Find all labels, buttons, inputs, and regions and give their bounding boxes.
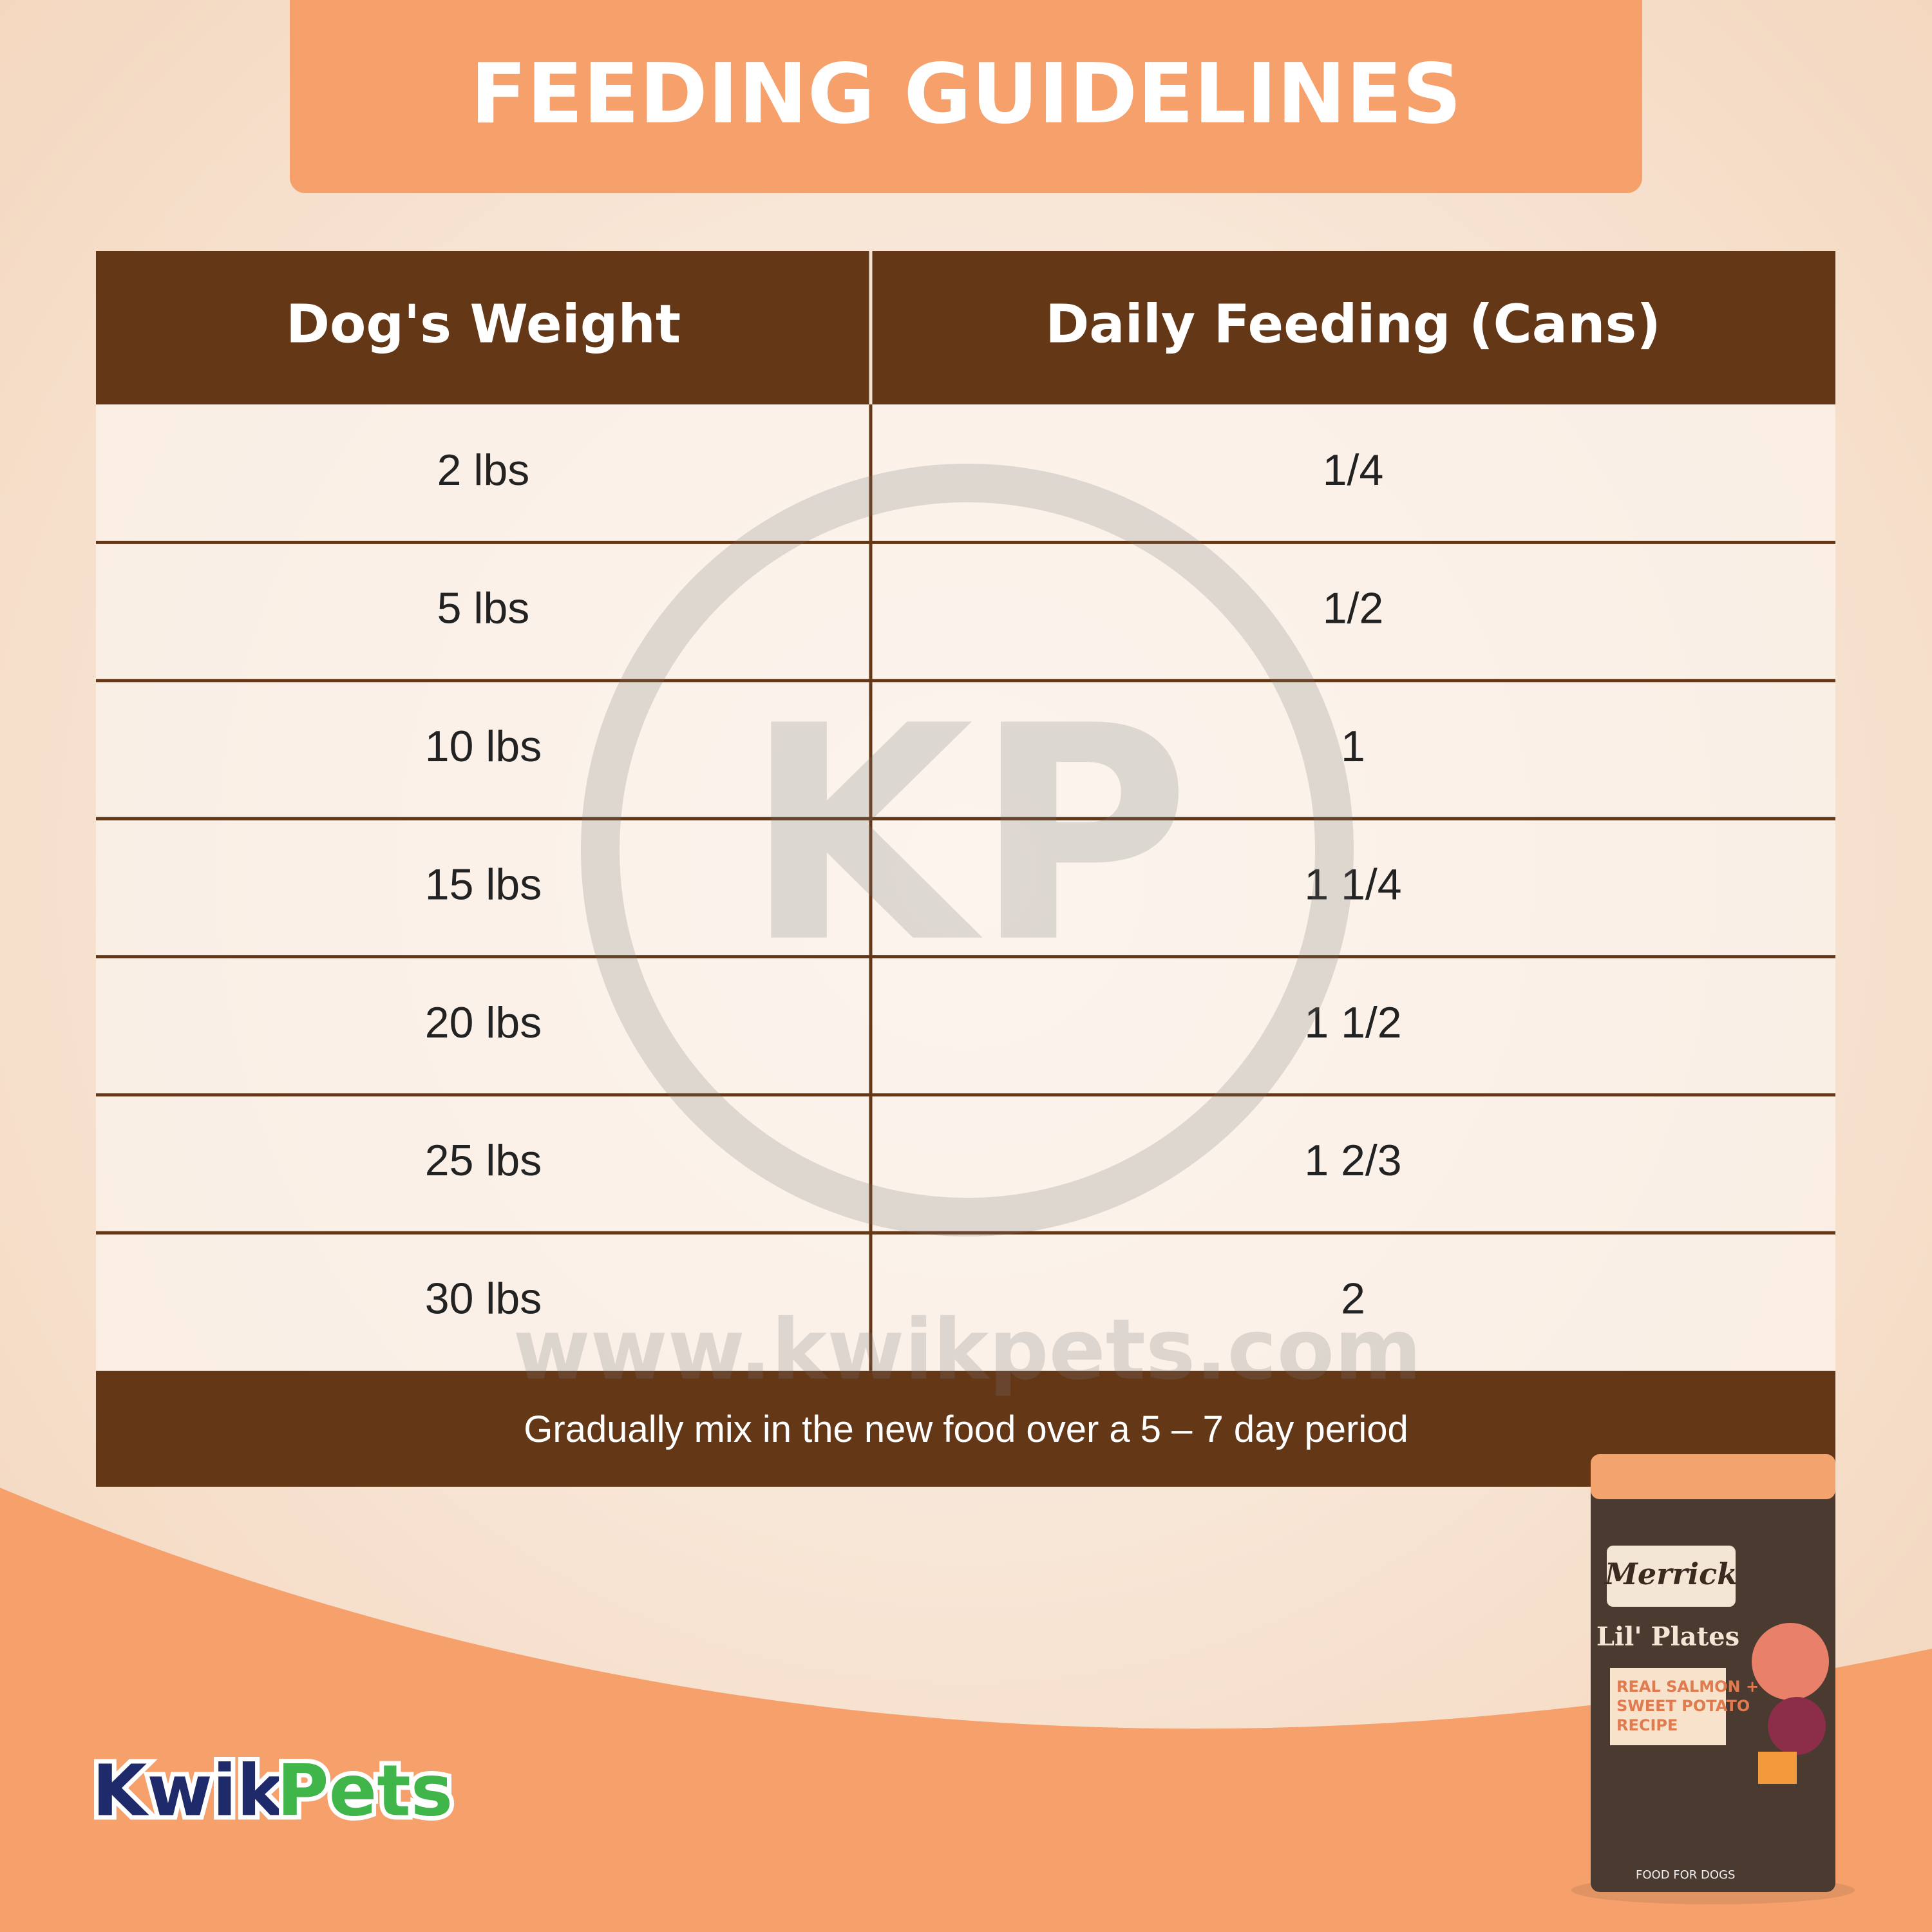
cell: 1/4	[1323, 446, 1384, 495]
cell: 20 lbs	[425, 998, 542, 1047]
bag-salmon	[1752, 1623, 1829, 1700]
bag-top	[1591, 1454, 1835, 1499]
column-header: Dog's Weight	[286, 294, 681, 355]
column-header: Daily Feeding (Cans)	[1045, 294, 1661, 355]
bag-recipe: REAL SALMON +	[1616, 1678, 1759, 1696]
table-footer	[96, 1370, 1835, 1487]
table-note: Gradually mix in the new food over a 5 –…	[524, 1408, 1408, 1450]
watermark-monogram: KP	[744, 663, 1191, 1008]
logo: Kwik Pets	[88, 1745, 457, 1836]
bag-potato	[1768, 1697, 1826, 1755]
cell: 15 lbs	[425, 860, 542, 909]
cell: 1 2/3	[1304, 1136, 1401, 1185]
wave	[0, 1488, 1932, 1932]
product-bag: Merrick Lil' Plates REAL SALMON + SWEET …	[1571, 1454, 1855, 1904]
table-header	[96, 251, 1835, 404]
logo-kwik: Kwik	[92, 1749, 286, 1832]
title-banner	[290, 0, 1642, 193]
bag-brand: Merrick	[1604, 1557, 1738, 1591]
cell: 1/2	[1323, 584, 1384, 633]
title: FEEDING GUIDELINES	[470, 46, 1461, 142]
watermark: KP www.kwikpets.com	[513, 464, 1422, 1399]
cell: 2 lbs	[437, 446, 530, 495]
cell: 25 lbs	[425, 1136, 542, 1185]
table: Dog's Weight Daily Feeding (Cans) 2 lbs 1/4…	[96, 251, 1835, 1487]
bag-footer: FOOD FOR DOGS	[1636, 1868, 1735, 1882]
table-body	[96, 404, 1835, 1371]
cell: 2	[1341, 1274, 1365, 1323]
bag-cube	[1758, 1752, 1797, 1784]
logo-pets: Pets	[277, 1749, 453, 1832]
cell: 1	[1341, 722, 1365, 771]
cell: 30 lbs	[425, 1274, 542, 1323]
bag-label	[1607, 1546, 1736, 1607]
bag-line: Lil' Plates	[1596, 1622, 1739, 1652]
watermark-circle	[581, 464, 1354, 1236]
bag-recipe: SWEET POTATO	[1616, 1697, 1750, 1715]
watermark-url: www.kwikpets.com	[513, 1301, 1422, 1399]
cell: 1 1/4	[1304, 860, 1401, 909]
cell: 10 lbs	[425, 722, 542, 771]
cell: 5 lbs	[437, 584, 530, 633]
bag-recipe-box	[1610, 1668, 1726, 1745]
cell: 1 1/2	[1304, 998, 1401, 1047]
bag-recipe: RECIPE	[1616, 1716, 1678, 1734]
